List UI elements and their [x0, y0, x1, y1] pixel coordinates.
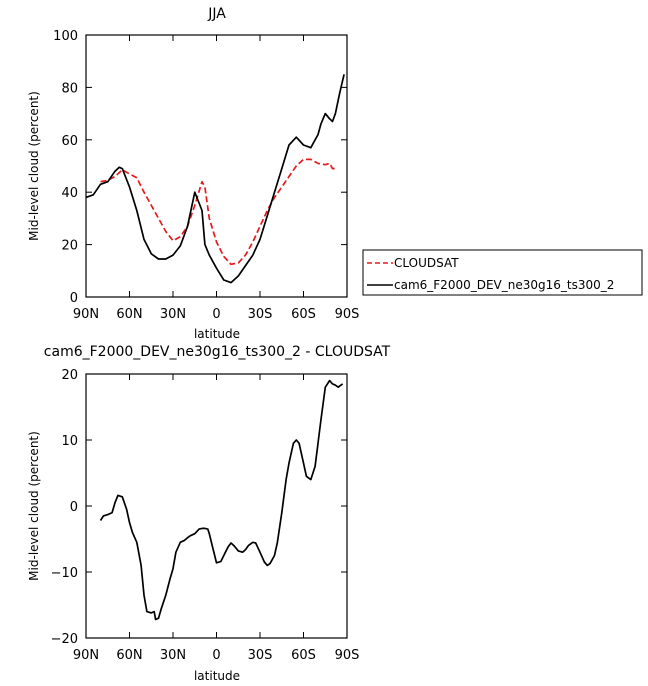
legend-label-cloudsat: CLOUDSAT	[394, 256, 459, 270]
bottom-y-tick-label: −10	[51, 566, 78, 581]
bottom-series-lines	[99, 379, 344, 621]
top-x-axis: 90N 60N 30N 0 30S 60S 90S	[73, 35, 360, 322]
top-series-line-1	[85, 74, 345, 284]
bottom-x-tick-label: 90S	[335, 648, 360, 663]
bottom-y-tick-label: 0	[70, 500, 78, 515]
top-series-lines	[85, 74, 345, 284]
top-x-tick-label: 90S	[335, 307, 360, 322]
top-y-tick-label: 20	[61, 239, 78, 254]
top-x-tick-label: 90N	[73, 307, 99, 322]
top-series-line-0	[100, 158, 336, 266]
top-y-axis-label: Mid-level cloud (percent)	[27, 91, 41, 241]
bottom-x-tick-label: 90N	[73, 648, 99, 663]
bottom-y-axis-label: Mid-level cloud (percent)	[27, 431, 41, 581]
legend: CLOUDSAT cam6_F2000_DEV_ne30g16_ts300_2	[362, 249, 643, 296]
top-x-tick-label: 0	[212, 307, 220, 322]
top-y-tick-label: 80	[61, 81, 78, 96]
bottom-x-axis: 90N 60N 30N 0 30S 60S 90S	[73, 374, 360, 663]
bottom-x-tick-label: 30S	[248, 648, 273, 663]
legend-label-model: cam6_F2000_DEV_ne30g16_ts300_2	[394, 278, 614, 292]
top-x-tick-label: 60S	[291, 307, 316, 322]
bottom-x-axis-label: latitude	[194, 669, 240, 683]
bottom-y-axis: −20 −10 0 10 20	[51, 368, 347, 647]
bottom-y-tick-label: 10	[61, 434, 78, 449]
bottom-y-tick-label: 20	[61, 368, 78, 383]
bottom-y-tick-label: −20	[51, 632, 78, 647]
bottom-x-tick-label: 0	[212, 648, 220, 663]
top-x-axis-label: latitude	[194, 327, 240, 341]
bottom-x-tick-label: 60N	[116, 648, 142, 663]
top-y-tick-label: 40	[61, 186, 78, 201]
bottom-series-line-0	[99, 379, 344, 621]
top-y-tick-label: 100	[53, 29, 78, 44]
top-y-tick-label: 60	[61, 134, 78, 149]
top-panel: JJA 90N 60N 30N 0 30S 60S 90S 0 20 40 60 80 100 lat…	[27, 6, 359, 341]
top-plot-title: JJA	[207, 6, 226, 22]
bottom-x-tick-label: 60S	[291, 648, 316, 663]
top-y-tick-label: 0	[70, 291, 78, 306]
legend-box	[362, 249, 643, 296]
top-y-axis: 0 20 40 60 80 100	[53, 29, 347, 306]
top-x-tick-label: 30S	[248, 307, 273, 322]
bottom-plot-title: cam6_F2000_DEV_ne30g16_ts300_2 - CLOUDSA…	[44, 344, 391, 360]
top-x-tick-label: 60N	[116, 307, 142, 322]
bottom-panel: cam6_F2000_DEV_ne30g16_ts300_2 - CLOUDSA…	[27, 344, 391, 683]
bottom-x-tick-label: 30N	[160, 648, 186, 663]
top-plot-frame	[85, 34, 348, 298]
top-x-tick-label: 30N	[160, 307, 186, 322]
